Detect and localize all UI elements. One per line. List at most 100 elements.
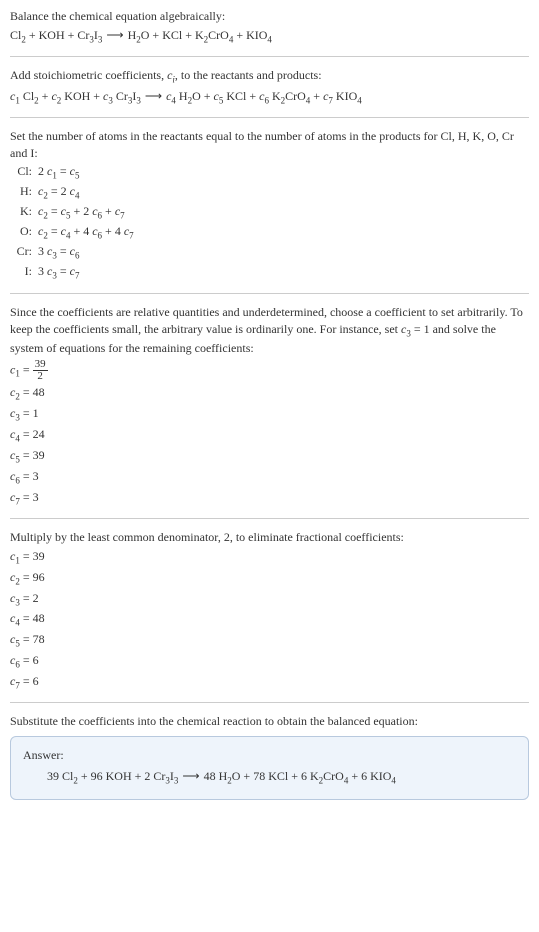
subscript: 6 — [75, 251, 80, 261]
text-run: = 48 — [20, 611, 45, 625]
text-run: K — [269, 89, 281, 103]
balance-equation: 3 c3 = c6 — [38, 243, 140, 263]
table-row: Cl:2 c1 = c5 — [10, 163, 140, 183]
text-run: KOH + — [61, 89, 103, 103]
element-label: I: — [10, 263, 38, 283]
coefficient-line: c7 = 6 — [10, 673, 529, 692]
coefficient-line: c3 = 2 — [10, 590, 529, 609]
text-run: = 78 — [20, 632, 45, 646]
balance-equation: 2 c1 = c5 — [38, 163, 140, 183]
table-row: H:c2 = 2 c4 — [10, 183, 140, 203]
fraction: 392 — [33, 359, 48, 382]
text-run: + KOH + Cr — [26, 28, 90, 42]
coefficient-line: c4 = 48 — [10, 610, 529, 629]
section-lcd: Multiply by the least common denominator… — [10, 529, 529, 693]
section-solve-initial: Since the coefficients are relative quan… — [10, 304, 529, 507]
text-run: CrO — [208, 28, 229, 42]
text-run: = 3 — [20, 490, 39, 504]
intro-text: Since the coefficients are relative quan… — [10, 304, 529, 357]
text-run: + 96 KOH + 2 Cr — [78, 769, 166, 783]
text-run: = 6 — [20, 653, 39, 667]
subscript: 7 — [129, 231, 134, 241]
subscript: 4 — [267, 34, 272, 44]
text-run: O + — [192, 89, 213, 103]
text-run: KCl + — [223, 89, 259, 103]
text-run: = — [48, 204, 61, 218]
text-run: CrO — [323, 769, 344, 783]
text-run: = — [57, 244, 70, 258]
coeff-equation: c1 Cl2 + c2 KOH + c3 Cr3I3⟶c4 H2O + c5 K… — [10, 88, 529, 107]
coefficient-line: c6 = 3 — [10, 468, 529, 487]
arrow-icon: ⟶ — [178, 769, 203, 783]
text-run: = — [57, 164, 70, 178]
section-atom-balance: Set the number of atoms in the reactants… — [10, 128, 529, 284]
divider — [10, 117, 529, 118]
subscript: 4 — [75, 191, 80, 201]
text-run: = 39 — [20, 549, 45, 563]
divider — [10, 293, 529, 294]
text-run: 3 — [38, 264, 47, 278]
answer-title: Answer: — [23, 747, 516, 764]
text-run: = 96 — [20, 570, 45, 584]
coefficient-line: c2 = 48 — [10, 384, 529, 403]
table-row: K:c2 = c5 + 2 c6 + c7 — [10, 203, 140, 223]
coefficient-line: c6 = 6 — [10, 652, 529, 671]
coefficient-line: c1 = 392 — [10, 359, 529, 382]
coefficient-line: c2 = 96 — [10, 569, 529, 588]
coefficient-line: c4 = 24 — [10, 426, 529, 445]
text-run: = 2 — [48, 184, 70, 198]
element-label: H: — [10, 183, 38, 203]
text-run: Cl — [10, 28, 21, 42]
text-run: = 2 — [20, 591, 39, 605]
balance-equation: c2 = 2 c4 — [38, 183, 140, 203]
text-run: = 1 — [20, 406, 39, 420]
text-run: CrO — [285, 89, 306, 103]
text-run: + 4 — [102, 224, 124, 238]
divider — [10, 56, 529, 57]
subscript: 4 — [357, 95, 362, 105]
coefficient-line: c1 = 39 — [10, 548, 529, 567]
table-row: Cr:3 c3 = c6 — [10, 243, 140, 263]
text-run: = 3 — [20, 469, 39, 483]
text-run: 39 Cl — [47, 769, 73, 783]
text-run: = 48 — [20, 385, 45, 399]
text-run: H — [176, 89, 188, 103]
balance-equation: c2 = c5 + 2 c6 + c7 — [38, 203, 140, 223]
text-run: + 6 KIO — [348, 769, 391, 783]
element-label: Cr: — [10, 243, 38, 263]
text-run: = — [57, 264, 70, 278]
text-run: = 24 — [20, 427, 45, 441]
text-run: = — [20, 362, 33, 376]
subscript: 7 — [120, 211, 125, 221]
coefficient-line: c5 = 78 — [10, 631, 529, 650]
table-row: I:3 c3 = c7 — [10, 263, 140, 283]
text-run: Cl — [20, 89, 34, 103]
intro-text: Multiply by the least common denominator… — [10, 529, 529, 546]
intro-prefix: Add stoichiometric coefficients, — [10, 68, 167, 82]
intro-text: Substitute the coefficients into the che… — [10, 713, 529, 730]
text-run: + KIO — [233, 28, 267, 42]
unbalanced-equation: Cl2 + KOH + Cr3I3⟶H2O + KCl + K2CrO4 + K… — [10, 27, 529, 46]
table-row: O:c2 = c4 + 4 c6 + 4 c7 — [10, 223, 140, 243]
arrow-icon: ⟶ — [102, 28, 127, 42]
divider — [10, 518, 529, 519]
element-label: Cl: — [10, 163, 38, 183]
text-run: 3 — [38, 244, 47, 258]
element-label: K: — [10, 203, 38, 223]
text-run: + 2 — [70, 204, 92, 218]
balanced-equation: 39 Cl2 + 96 KOH + 2 Cr3I3⟶48 H2O + 78 KC… — [23, 768, 516, 787]
text-run: + — [102, 204, 115, 218]
intro-text: Set the number of atoms in the reactants… — [10, 128, 529, 162]
atom-rows: Cl:2 c1 = c5H:c2 = 2 c4K:c2 = c5 + 2 c6 … — [10, 163, 140, 283]
balance-equation: 3 c3 = c7 — [38, 263, 140, 283]
coeff-list: c1 = 39 c2 = 96 c3 = 2c4 = 48 c5 = 78 c6 = 6… — [10, 548, 529, 693]
subscript: 7 — [75, 271, 80, 281]
intro-text: Balance the chemical equation algebraica… — [10, 8, 529, 25]
subscript: 4 — [391, 775, 396, 785]
text-run: = — [48, 224, 61, 238]
fraction-denominator: 2 — [33, 371, 48, 382]
section-coefficients: Add stoichiometric coefficients, ci, to … — [10, 67, 529, 107]
answer-box: Answer: 39 Cl2 + 96 KOH + 2 Cr3I3⟶48 H2O… — [10, 736, 529, 800]
atom-balance-table: Cl:2 c1 = c5H:c2 = 2 c4K:c2 = c5 + 2 c6 … — [10, 163, 140, 283]
text-run: O + 78 KCl + 6 K — [232, 769, 319, 783]
